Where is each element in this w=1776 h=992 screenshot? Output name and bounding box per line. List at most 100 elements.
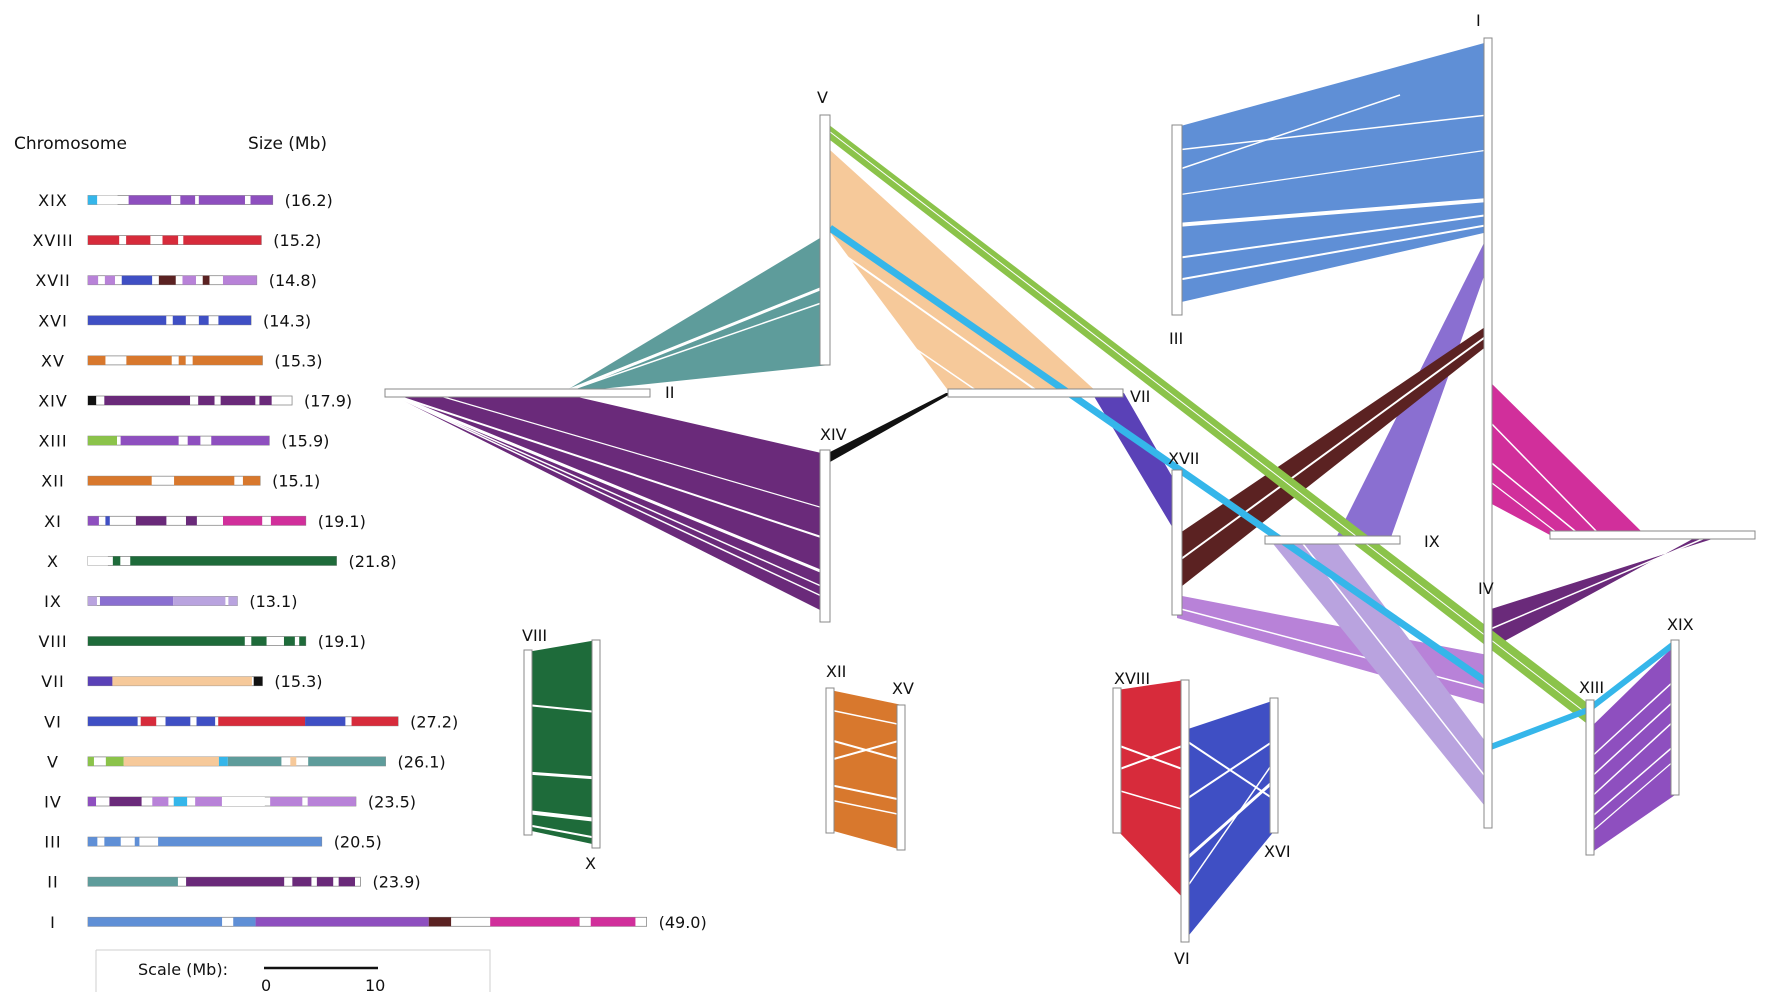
legend-bar-segment [198,396,215,405]
legend-bar-segment [88,235,120,245]
legend-row: XVI (14.3) [38,311,311,330]
ribbon-xiii-xix [1587,645,1676,855]
legend-bar-segment [253,676,263,686]
legend-row: XIX (16.2) [38,191,333,210]
legend-bar-segment [121,275,153,285]
legend-bar-segment [140,716,157,726]
legend-bar-segment [182,275,196,285]
legend-bar-segment [135,516,167,526]
legend-bar-segment [88,396,97,405]
legend-row: X (21.8) [47,552,397,571]
legend-chromosome-name: VI [44,712,62,731]
legend-bar-segment [104,275,115,285]
chromosome-size-legend: Chromosome Size (Mb) XIX (16.2)XVIII (15.2… [14,134,707,992]
label-chr-iv: IV [1478,579,1494,598]
legend-row: VIII (19.1) [38,632,365,651]
legend-bar-segment [316,877,334,887]
legend-chromosome-name: XII [41,472,64,491]
label-chr-iii: III [1169,329,1183,348]
ribbon-v-vii [829,150,1098,394]
legend-bar-segment [88,636,245,646]
legend-bar-segment [220,396,256,405]
legend-bar-segment [211,436,270,446]
legend-bar-segment [198,315,209,325]
legend-bar-segment [299,636,306,646]
legend-chromosome-name: XVI [38,311,68,330]
legend-bar-segment [88,676,113,686]
ribbon-viii-x [526,640,598,845]
legend-bar-segment [104,837,121,847]
legend-chromosome-name: VII [41,672,64,691]
legend-chromosome-size: (15.3) [274,351,322,370]
label-chr-vii: VII [1130,387,1150,406]
legend-bar-segment [88,516,99,526]
legend-bar-segment [186,877,285,887]
legend-chromosome-name: XIV [38,392,68,411]
label-chr-xvi: XVI [1264,842,1291,861]
ribbon-ii-v [561,232,831,395]
legend-bar-segment [126,235,151,245]
legend-bar-segment [218,315,252,325]
legend-bar-segment [251,636,267,646]
legend-chromosome-size: (26.1) [398,752,446,771]
legend-bar-segment [112,676,252,686]
legend-header-chromosome: Chromosome [14,134,127,154]
legend-bar-segment [187,436,201,446]
axis-vii [947,388,1124,398]
scale-label: Scale (Mb): [138,960,228,979]
ribbon-vi-xvi [1184,700,1276,940]
legend-row: XII (15.1) [41,472,320,491]
legend-chromosome-name: I [50,913,56,932]
ribbon-iii-i [1176,42,1489,303]
legend-chromosome-size: (19.1) [318,512,366,531]
axis-ii [384,388,651,398]
legend-bar-segment [250,195,273,205]
legend-row: XIII (15.9) [38,432,329,451]
legend-row: XVII (14.8) [35,271,317,290]
legend-bar-segment [218,756,228,766]
legend-bar-segment [292,877,312,887]
legend-row: XI (19.1) [44,512,366,531]
legend-chromosome-name: XV [41,351,65,370]
legend-bar-segment [198,195,245,205]
chromosome-labels: I II III V VII XIV XVII IX IV XIII XIX V… [522,11,1694,968]
legend-bar-segment [99,596,174,606]
legend-chromosome-size: (27.2) [410,712,458,731]
legend-bar-segment [233,917,256,927]
label-chr-ix: IX [1424,532,1440,551]
legend-bar-segment [134,837,140,847]
legend-chromosome-name: XVII [35,271,70,290]
label-chr-xviii: XVIII [1114,669,1150,688]
legend-bar-segment [162,235,179,245]
legend-chromosome-name: XIII [38,432,67,451]
legend-bar-segment [158,837,322,847]
label-chr-v: V [817,88,828,107]
legend-bar-segment [228,596,238,606]
legend-bar-segment [180,195,196,205]
legend-bar-segment [88,195,98,205]
legend-bar-segment [305,716,346,726]
legend-row: VII (15.3) [41,672,322,691]
legend-chromosome-size: (14.8) [269,271,317,290]
legend-bar-segment [88,917,223,927]
legend-bar-segment [242,476,261,486]
legend-bar-segment [128,195,172,205]
legend-bar-segment [88,436,118,446]
legend-row: XVIII (15.2) [32,231,321,250]
label-chr-xiii: XIII [1579,678,1604,697]
legend-row: IX (13.1) [44,592,297,611]
legend-bar-segment [173,596,226,606]
label-chr-ii: II [665,383,674,402]
legend-row: VI (27.2) [44,712,458,731]
axis-xiv [819,449,831,623]
legend-chromosome-size: (23.5) [368,793,416,812]
legend-bar-segment [88,556,108,566]
legend-bar-segment [105,756,124,766]
label-chr-i: I [1476,11,1481,30]
legend-bar-segment [174,476,235,486]
legend-bar-segment [270,797,303,806]
legend-chromosome-name: III [44,833,61,852]
legend-row: V (26.1) [47,752,446,771]
label-chr-x: X [585,854,596,873]
axis-vi [1180,679,1190,943]
